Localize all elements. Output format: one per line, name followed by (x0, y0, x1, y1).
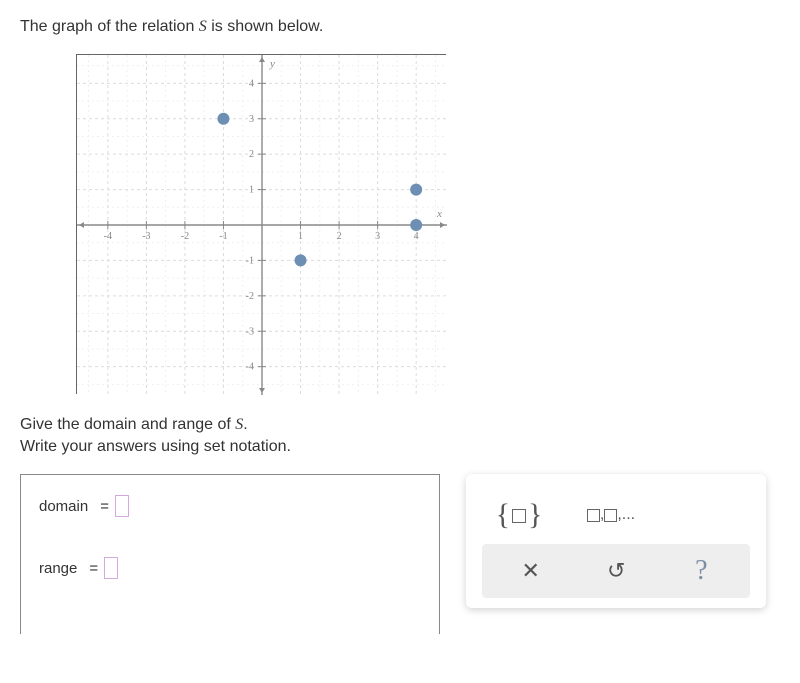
graph-panel: -4 -3 -2 -1 1 2 3 4 -4 -3 -2 -1 1 2 3 4 x y (76, 54, 446, 394)
svg-text:-2: -2 (181, 231, 189, 242)
graph-svg: -4 -3 -2 -1 1 2 3 4 -4 -3 -2 -1 1 2 3 4 x y (77, 55, 447, 395)
svg-text:2: 2 (337, 231, 342, 242)
svg-text:x: x (436, 208, 442, 220)
svg-text:-4: -4 (246, 362, 254, 373)
svg-text:-2: -2 (246, 291, 254, 302)
svg-text:4: 4 (249, 78, 254, 89)
prompt-line-1: The graph of the relation S is shown bel… (20, 18, 780, 36)
domain-label: domain (39, 498, 88, 515)
relation-symbol: S (199, 18, 207, 35)
prompt2-prefix: Give the domain and range of (20, 416, 235, 433)
equals-2: = (89, 560, 98, 577)
svg-text:-3: -3 (142, 231, 150, 242)
range-input[interactable] (104, 557, 118, 579)
set-braces-button[interactable]: {} (494, 496, 544, 534)
domain-input[interactable] (115, 495, 129, 517)
equals-1: = (100, 498, 109, 515)
list-notation-button[interactable]: ,,... (586, 496, 636, 534)
toolbox-panel: {} ,,... ✕ ↻ ? (466, 474, 766, 608)
svg-text:3: 3 (375, 231, 380, 242)
svg-text:1: 1 (249, 185, 254, 196)
svg-text:4: 4 (414, 231, 419, 242)
prompt2-suffix: . (243, 416, 247, 433)
prompt-suffix: is shown below. (207, 18, 324, 35)
svg-text:y: y (269, 58, 275, 70)
prompt3-text: Write your answers using set notation. (20, 438, 291, 455)
svg-text:1: 1 (298, 231, 303, 242)
svg-text:3: 3 (249, 114, 254, 125)
svg-text:-1: -1 (246, 255, 254, 266)
svg-text:-4: -4 (104, 231, 112, 242)
undo-button[interactable]: ↻ (591, 552, 641, 590)
prompt-line-2: Give the domain and range of S. (20, 416, 780, 434)
help-button[interactable]: ? (676, 552, 726, 590)
clear-button[interactable]: ✕ (506, 552, 556, 590)
svg-text:2: 2 (249, 149, 254, 160)
prompt-prefix: The graph of the relation (20, 18, 199, 35)
answers-panel: domain = range = (20, 474, 440, 634)
prompt-line-3: Write your answers using set notation. (20, 438, 780, 456)
domain-row: domain = (39, 495, 421, 517)
x-icon: ✕ (521, 558, 539, 584)
range-row: range = (39, 557, 421, 579)
range-label: range (39, 560, 77, 577)
svg-text:-3: -3 (246, 326, 254, 337)
undo-icon: ↻ (607, 558, 625, 584)
help-icon: ? (695, 555, 707, 587)
svg-text:-1: -1 (219, 231, 227, 242)
